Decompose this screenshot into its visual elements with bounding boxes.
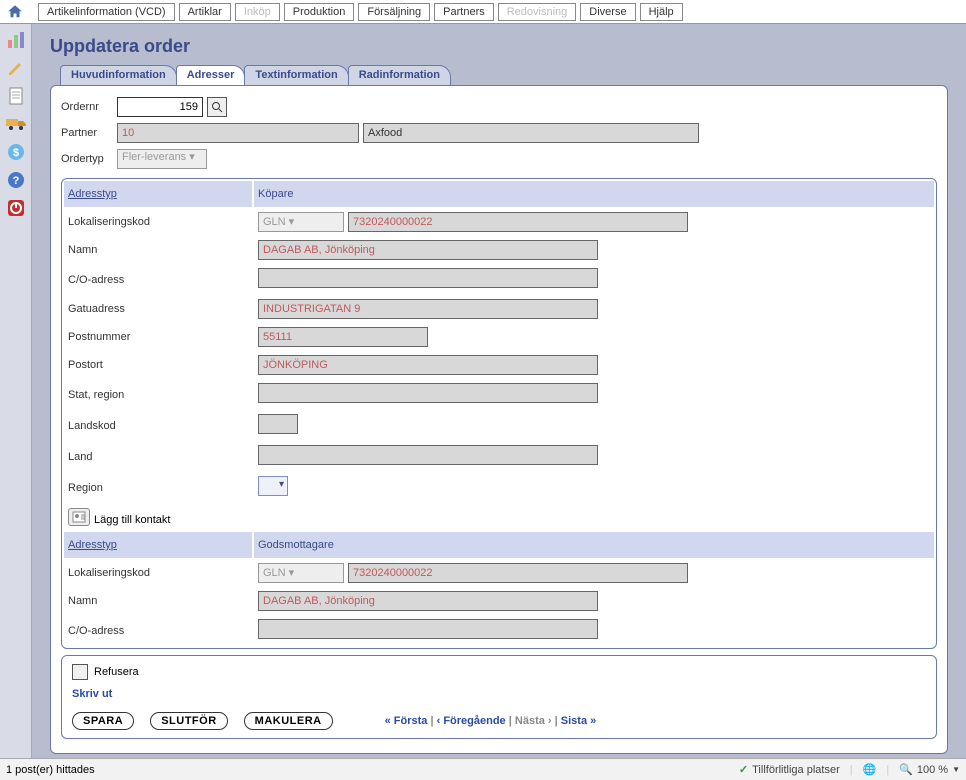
field-label: Region (64, 473, 252, 502)
menu-artikelinformation-vcd-[interactable]: Artikelinformation (VCD) (38, 3, 175, 21)
void-button[interactable]: MAKULERA (244, 712, 333, 730)
menu-redovisning: Redovisning (498, 3, 577, 21)
loc-code-type-select: GLN ▾ (258, 212, 344, 232)
field-value (258, 383, 598, 403)
check-icon: ✓ (739, 763, 748, 776)
field-label: C/O-adress (64, 265, 252, 294)
svg-text:$: $ (12, 147, 18, 159)
menu-ink-p: Inköp (235, 3, 280, 21)
ordertype-label: Ordertyp (61, 153, 113, 165)
field-value: 7320240000022 (348, 212, 688, 232)
field-label: Gatuadress (64, 296, 252, 322)
loc-code-type-select: GLN ▾ (258, 563, 344, 583)
tab-textinformation[interactable]: Textinformation (244, 65, 348, 85)
refusera-label: Refusera (94, 666, 139, 678)
top-menu-bar: Artikelinformation (VCD)ArtiklarInköpPro… (0, 0, 966, 24)
tab-huvudinformation[interactable]: Huvudinformation (60, 65, 177, 85)
order-search-button[interactable] (207, 97, 227, 117)
tab-radinformation[interactable]: Radinformation (348, 65, 451, 85)
tab-strip: HuvudinformationAdresserTextinformationR… (60, 65, 948, 85)
first-link[interactable]: « Första (385, 715, 428, 727)
paging-links: « Första | ‹ Föregående | Nästa › | Sist… (385, 715, 597, 727)
add-contact-icon[interactable] (68, 508, 90, 526)
tab-adresser[interactable]: Adresser (176, 65, 246, 85)
region-select[interactable] (258, 476, 288, 496)
address-type-value: Godsmottagare (254, 532, 934, 558)
field-label: Stat, region (64, 380, 252, 409)
content-area: Uppdatera order HuvudinformationAdresser… (32, 24, 966, 758)
field-label: Postort (64, 352, 252, 378)
truck-icon[interactable] (4, 112, 28, 136)
zoom-control[interactable]: 🔍 100 % ▼ (899, 763, 960, 776)
svg-text:?: ? (12, 175, 19, 187)
partner-name-field: Axfood (363, 123, 699, 143)
address-type-label: Adresstyp (64, 181, 252, 207)
field-label: Namn (64, 588, 252, 614)
sidebar: $ ? (0, 24, 32, 758)
print-link[interactable]: Skriv ut (72, 688, 112, 700)
ordernr-label: Ordernr (61, 101, 113, 113)
field-label: Namn (64, 237, 252, 263)
field-value (258, 268, 598, 288)
refusera-checkbox[interactable] (72, 664, 88, 680)
menu-artiklar[interactable]: Artiklar (179, 3, 231, 21)
ordernr-input[interactable] (117, 97, 203, 117)
field-label: C/O-adress (64, 616, 252, 645)
field-value: DAGAB AB, Jönköping (258, 240, 598, 260)
address-scroll[interactable]: AdresstypKöpareLokaliseringskodGLN ▾7320… (62, 179, 936, 648)
address-type-value: Köpare (254, 181, 934, 207)
pencil-icon[interactable] (4, 56, 28, 80)
status-posts: 1 post(er) hittades (6, 764, 95, 776)
field-label: Lokaliseringskod (64, 209, 252, 235)
chart-icon[interactable] (4, 28, 28, 52)
partner-label: Partner (61, 127, 113, 139)
trusted-sites: ✓ Tillförlitliga platser (739, 763, 840, 776)
page-title: Uppdatera order (50, 36, 948, 57)
menu-f-rs-ljning[interactable]: Försäljning (358, 3, 430, 21)
field-value: 7320240000022 (348, 563, 688, 583)
menu-partners[interactable]: Partners (434, 3, 494, 21)
field-value: 55111 (258, 327, 428, 347)
partner-code-field: 10 (117, 123, 359, 143)
field-label: Postnummer (64, 324, 252, 350)
field-value: DAGAB AB, Jönköping (258, 591, 598, 611)
menu-produktion[interactable]: Produktion (284, 3, 355, 21)
menu-diverse[interactable]: Diverse (580, 3, 635, 21)
save-button[interactable]: SPARA (72, 712, 134, 730)
address-type-label: Adresstyp (64, 532, 252, 558)
field-value (258, 619, 598, 639)
field-label: Gatuadress (64, 647, 252, 648)
field-value (258, 414, 298, 434)
field-value: INDUSTRIGATAN 9 (258, 299, 598, 319)
zoom-icon: 🔍 (899, 763, 913, 776)
menu-hj-lp[interactable]: Hjälp (640, 3, 683, 21)
field-value: JÖNKÖPING (258, 355, 598, 375)
add-contact-label[interactable]: Lägg till kontakt (94, 514, 170, 526)
globe-icon[interactable]: 🌐 (863, 763, 877, 776)
field-label: Land (64, 442, 252, 471)
prev-link[interactable]: ‹ Föregående (437, 715, 506, 727)
status-bar: 1 post(er) hittades ✓ Tillförlitliga pla… (0, 758, 966, 780)
actions-panel: Refusera Skriv ut SPARA SLUTFÖR MAKULERA… (61, 655, 937, 739)
next-link: Nästa › (515, 715, 552, 727)
order-header-form: Ordernr Partner 10 Axfood Ordertyp Fler-… (61, 94, 937, 172)
last-link[interactable]: Sista » (561, 715, 596, 727)
money-icon[interactable]: $ (4, 140, 28, 164)
power-icon[interactable] (4, 196, 28, 220)
document-icon[interactable] (4, 84, 28, 108)
ordertype-select: Fler-leverans ▾ (117, 149, 207, 169)
field-label: Lokaliseringskod (64, 560, 252, 586)
main-panel: Ordernr Partner 10 Axfood Ordertyp Fler-… (50, 85, 948, 754)
field-label: Landskod (64, 411, 252, 440)
complete-button[interactable]: SLUTFÖR (150, 712, 227, 730)
help-icon[interactable]: ? (4, 168, 28, 192)
address-list-panel: AdresstypKöpareLokaliseringskodGLN ▾7320… (61, 178, 937, 649)
field-value (258, 445, 598, 465)
home-icon[interactable] (6, 3, 24, 21)
